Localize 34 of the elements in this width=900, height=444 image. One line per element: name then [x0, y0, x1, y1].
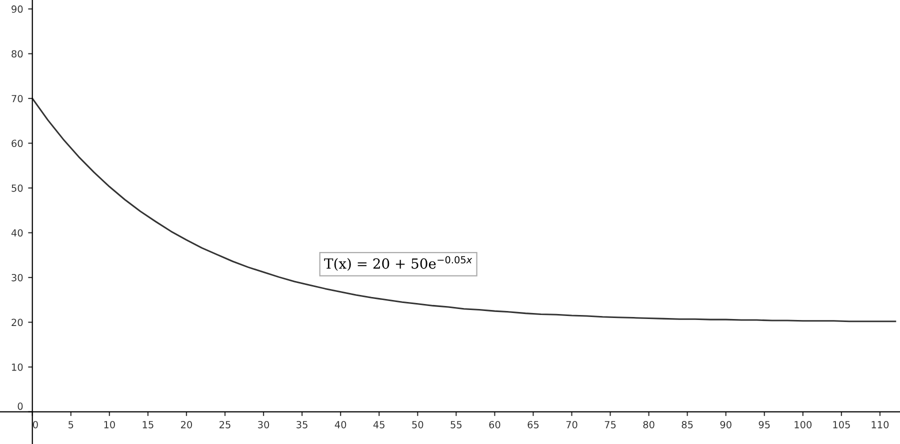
x-tick-label: 75: [604, 421, 616, 428]
x-tick-label: 50: [412, 420, 424, 428]
x-tick-label: 65: [528, 420, 539, 428]
y-tick-label: 60: [12, 140, 23, 148]
y-tick-label: 90: [12, 5, 23, 13]
x-tick-label: 110: [872, 420, 889, 428]
x-tick-label: 105: [833, 420, 850, 428]
x-tick-label: 85: [682, 420, 693, 428]
x-tick-label: 90: [720, 420, 732, 428]
x-tick-label: 25: [220, 420, 230, 428]
x-tick-label: 40: [334, 420, 346, 428]
x-tick-label: 55: [450, 421, 462, 428]
y-tick-label: 10: [12, 363, 23, 371]
y-tick-label: 50: [12, 184, 23, 192]
x-tick-label: 45: [373, 421, 384, 428]
x-tick-label: 70: [566, 420, 578, 428]
x-tick-label: 0: [33, 420, 38, 428]
x-tick-label: 30: [258, 420, 270, 428]
y-tick-label: 70: [12, 94, 23, 102]
y-tick-label: 30: [12, 274, 23, 282]
x-tick-label: 95: [758, 420, 770, 428]
x-tick-label: 10: [104, 420, 115, 428]
x-tick-label: 5: [68, 421, 74, 428]
y-tick-label: 40: [11, 229, 23, 237]
x-tick-label: 60: [489, 420, 500, 428]
y-tick-label: 80: [12, 50, 23, 58]
x-tick-label: 100: [794, 420, 812, 428]
x-tick-label: 15: [142, 421, 154, 428]
y-tick-label: 0: [18, 402, 23, 410]
x-tick-label: 20: [181, 420, 192, 428]
x-tick-label: 35: [296, 420, 308, 428]
annotation: T(x) = 20 + 50e$^{−0.05x}$: [324, 256, 472, 271]
x-tick-label: 80: [643, 420, 654, 428]
y-tick-label: 20: [12, 318, 23, 326]
